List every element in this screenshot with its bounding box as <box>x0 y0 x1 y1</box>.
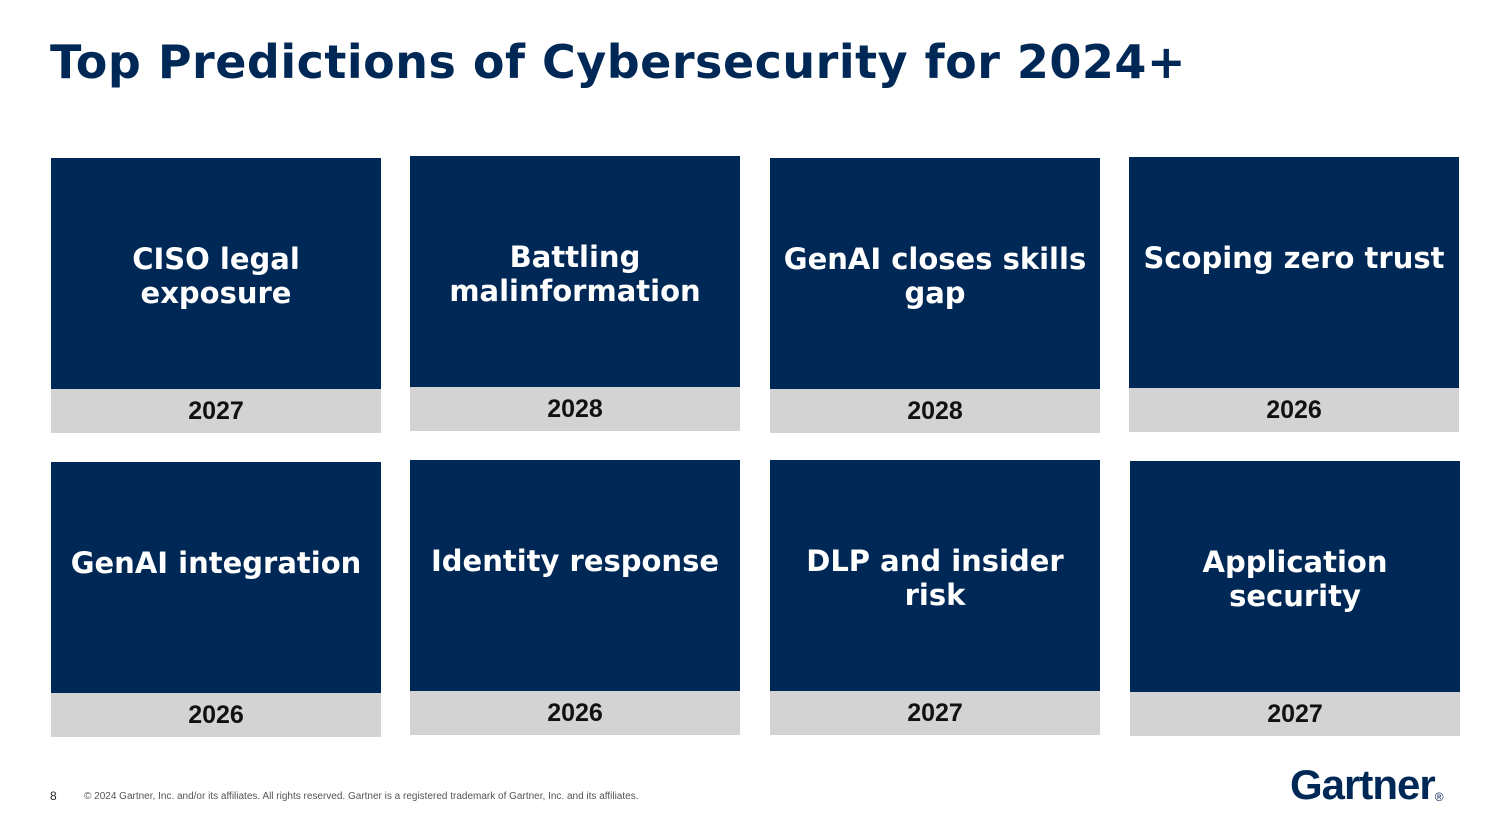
prediction-topic-panel: CISO legal exposure <box>51 158 381 389</box>
prediction-year: 2026 <box>410 691 740 735</box>
registered-mark: ® <box>1434 790 1444 804</box>
prediction-year: 2027 <box>770 691 1100 735</box>
prediction-topic: Scoping zero trust <box>1143 241 1445 275</box>
prediction-card: CISO legal exposure 2027 <box>51 158 381 433</box>
prediction-topic: GenAI integration <box>70 546 362 580</box>
prediction-card: Identity response 2026 <box>410 460 740 735</box>
prediction-year: 2027 <box>51 389 381 433</box>
prediction-topic: DLP and insider risk <box>806 544 1064 612</box>
page-number: 8 <box>50 789 57 803</box>
prediction-topic: Application security <box>1202 545 1388 613</box>
prediction-topic: Identity response <box>430 544 720 578</box>
prediction-topic-panel: Battling malinformation <box>410 156 740 387</box>
prediction-topic: CISO legal exposure <box>132 242 300 310</box>
copyright-notice: © 2024 Gartner, Inc. and/or its affiliat… <box>84 791 639 802</box>
prediction-year: 2026 <box>1129 388 1459 432</box>
prediction-card: Battling malinformation 2028 <box>410 156 740 431</box>
prediction-topic-panel: Scoping zero trust <box>1129 157 1459 388</box>
prediction-card: Application security 2027 <box>1130 461 1460 736</box>
prediction-topic: GenAI closes skills gap <box>783 242 1087 310</box>
prediction-year: 2028 <box>410 387 740 431</box>
slide-title: Top Predictions of Cybersecurity for 202… <box>50 35 1186 89</box>
prediction-year: 2028 <box>770 389 1100 433</box>
prediction-card: GenAI closes skills gap 2028 <box>770 158 1100 433</box>
prediction-card: DLP and insider risk 2027 <box>770 460 1100 735</box>
prediction-topic: Battling malinformation <box>449 240 701 308</box>
prediction-topic-panel: GenAI closes skills gap <box>770 158 1100 389</box>
prediction-card: GenAI integration 2026 <box>51 462 381 737</box>
prediction-year: 2026 <box>51 693 381 737</box>
logo-text: Gartner <box>1290 761 1436 808</box>
prediction-topic-panel: DLP and insider risk <box>770 460 1100 691</box>
prediction-topic-panel: Application security <box>1130 461 1460 692</box>
prediction-topic-panel: Identity response <box>410 460 740 691</box>
prediction-year: 2027 <box>1130 692 1460 736</box>
prediction-card: Scoping zero trust 2026 <box>1129 157 1459 432</box>
prediction-topic-panel: GenAI integration <box>51 462 381 693</box>
gartner-logo: Gartner® <box>1290 760 1444 822</box>
